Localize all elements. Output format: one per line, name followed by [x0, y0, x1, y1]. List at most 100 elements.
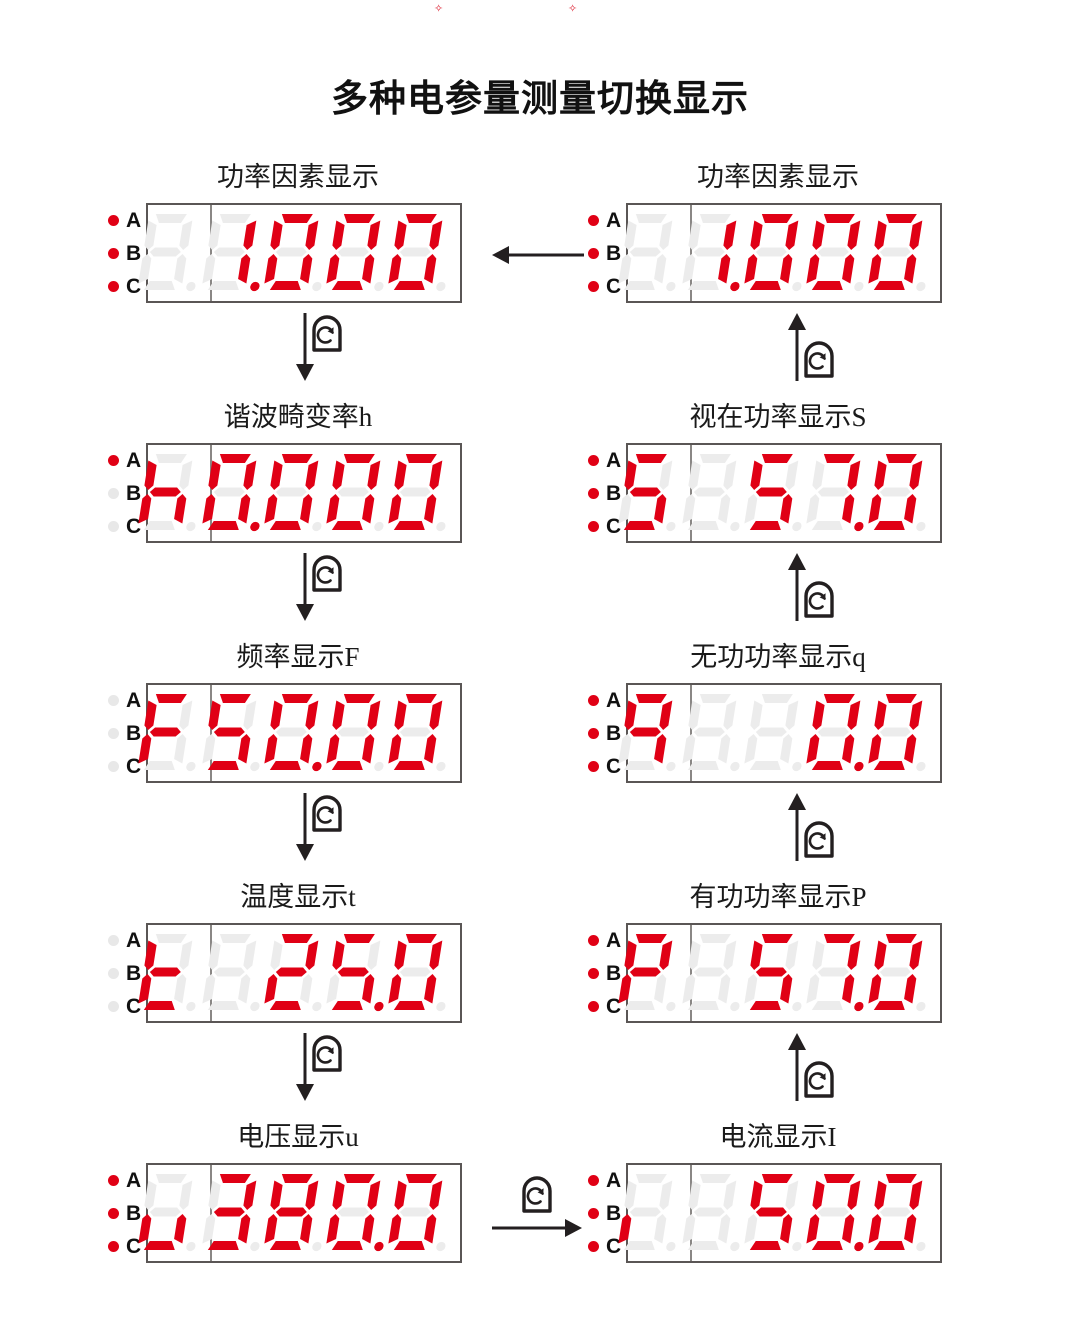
cycle-switch-button-icon[interactable]	[310, 555, 344, 598]
lcd-digit-0	[138, 685, 212, 781]
lcd-digit-4	[388, 205, 460, 301]
phase-row-C: C	[588, 993, 621, 1019]
phase-row-C: C	[108, 753, 141, 779]
phase-row-C: C	[588, 273, 622, 299]
lcd-digit-0	[618, 1165, 692, 1261]
phase-label-A: A	[606, 1168, 622, 1192]
phase-dot-B-icon	[588, 727, 599, 739]
connector-s-to-pf	[785, 313, 809, 386]
lcd-digit-1	[202, 925, 274, 1021]
lcd-digit-2	[744, 685, 816, 781]
panel-caption-current: 电流显示I	[719, 1122, 837, 1152]
phase-label-A: A	[606, 928, 622, 952]
page-title: 多种电参量测量切换显示	[331, 78, 749, 119]
cycle-switch-button-icon[interactable]	[520, 1176, 554, 1219]
cycle-switch-button-icon[interactable]	[802, 581, 836, 624]
phase-row-C: C	[108, 1233, 141, 1259]
phase-label-B: B	[126, 961, 142, 985]
phase-row-A: A	[108, 447, 142, 473]
lcd-digit-1	[682, 1165, 754, 1261]
phase-dot-C-icon	[108, 1240, 119, 1252]
connector-h-to-f	[293, 553, 317, 626]
cycle-switch-button-icon[interactable]	[802, 341, 836, 384]
phase-row-B: B	[588, 720, 621, 746]
lcd-screen-voltage	[138, 1163, 462, 1263]
phase-label-A: A	[606, 688, 622, 712]
phase-label-C: C	[126, 514, 142, 538]
display-panel-reactive-power: 无功功率显示q A B C	[588, 635, 968, 785]
cycle-switch-button-icon[interactable]	[802, 821, 836, 864]
panel-caption-reactive-power: 无功功率显示q	[690, 642, 866, 672]
panel-caption-power-factor-left: 功率因素显示	[217, 162, 379, 192]
phase-label-C: C	[126, 274, 142, 298]
lcd-digit-0	[138, 1165, 212, 1261]
cycle-switch-button-icon[interactable]	[310, 315, 344, 358]
phase-dot-B-icon	[108, 1207, 119, 1219]
phase-dot-B-icon	[588, 247, 599, 259]
connector-q-to-s	[785, 553, 809, 626]
cycle-switch-button-icon[interactable]	[310, 1035, 344, 1078]
phase-label-A: A	[126, 448, 142, 472]
connector-i-to-p	[785, 1033, 809, 1106]
lcd-digit-4	[388, 685, 460, 781]
phase-label-B: B	[126, 1201, 142, 1225]
panel-caption-voltage: 电压显示u	[237, 1122, 359, 1152]
phase-row-A: A	[588, 687, 622, 713]
phase-dot-C-icon	[108, 760, 119, 772]
lcd-digit-4	[388, 925, 460, 1021]
phase-dot-B-icon	[108, 967, 119, 979]
phase-row-B: B	[588, 480, 622, 506]
lcd-digit-3	[806, 1165, 878, 1261]
phase-dot-C-icon	[108, 280, 119, 292]
phase-label-C: C	[606, 274, 622, 298]
lcd-digit-4	[388, 1165, 460, 1261]
phase-row-B: B	[588, 1200, 621, 1226]
phase-label-C: C	[606, 514, 622, 538]
lcd-digit-1	[202, 205, 274, 301]
phase-label-B: B	[606, 481, 622, 505]
phase-row-C: C	[588, 1233, 621, 1259]
lcd-digit-0	[618, 205, 692, 301]
phase-label-B: B	[606, 961, 622, 985]
panel-caption-power-factor-right: 功率因素显示	[697, 162, 859, 192]
cycle-switch-button-icon[interactable]	[310, 795, 344, 838]
lcd-digit-3	[806, 445, 878, 541]
phase-dot-B-icon	[108, 487, 119, 499]
panel-caption-temperature: 温度显示t	[240, 882, 356, 912]
phase-row-A: A	[108, 687, 141, 713]
phase-row-C: C	[588, 513, 622, 539]
cycle-switch-button-icon[interactable]	[802, 1061, 836, 1104]
phase-dot-A-icon	[588, 454, 599, 466]
lcd-digit-3	[326, 925, 398, 1021]
lcd-digit-0	[138, 205, 212, 301]
lcd-screen-frequency	[138, 683, 462, 783]
lcd-digit-4	[868, 925, 940, 1021]
phase-label-B: B	[126, 481, 142, 505]
phase-label-A: A	[606, 448, 622, 472]
phase-label-A: A	[126, 1168, 142, 1192]
lcd-digit-2	[744, 445, 816, 541]
display-panel-apparent-power: 视在功率显示S A B C	[588, 395, 968, 545]
phase-dot-B-icon	[588, 1207, 599, 1219]
panel-caption-apparent-power: 视在功率显示S	[689, 402, 867, 432]
phase-label-B: B	[606, 241, 622, 265]
phase-row-C: C	[588, 753, 621, 779]
connector-t-to-u	[293, 1033, 317, 1106]
lcd-digit-0	[618, 445, 692, 541]
phase-dot-A-icon	[108, 694, 119, 706]
lcd-digit-3	[326, 1165, 398, 1261]
lcd-digit-2	[264, 685, 336, 781]
lcd-digit-4	[388, 445, 460, 541]
tick-mark-1: ✧	[568, 3, 578, 15]
